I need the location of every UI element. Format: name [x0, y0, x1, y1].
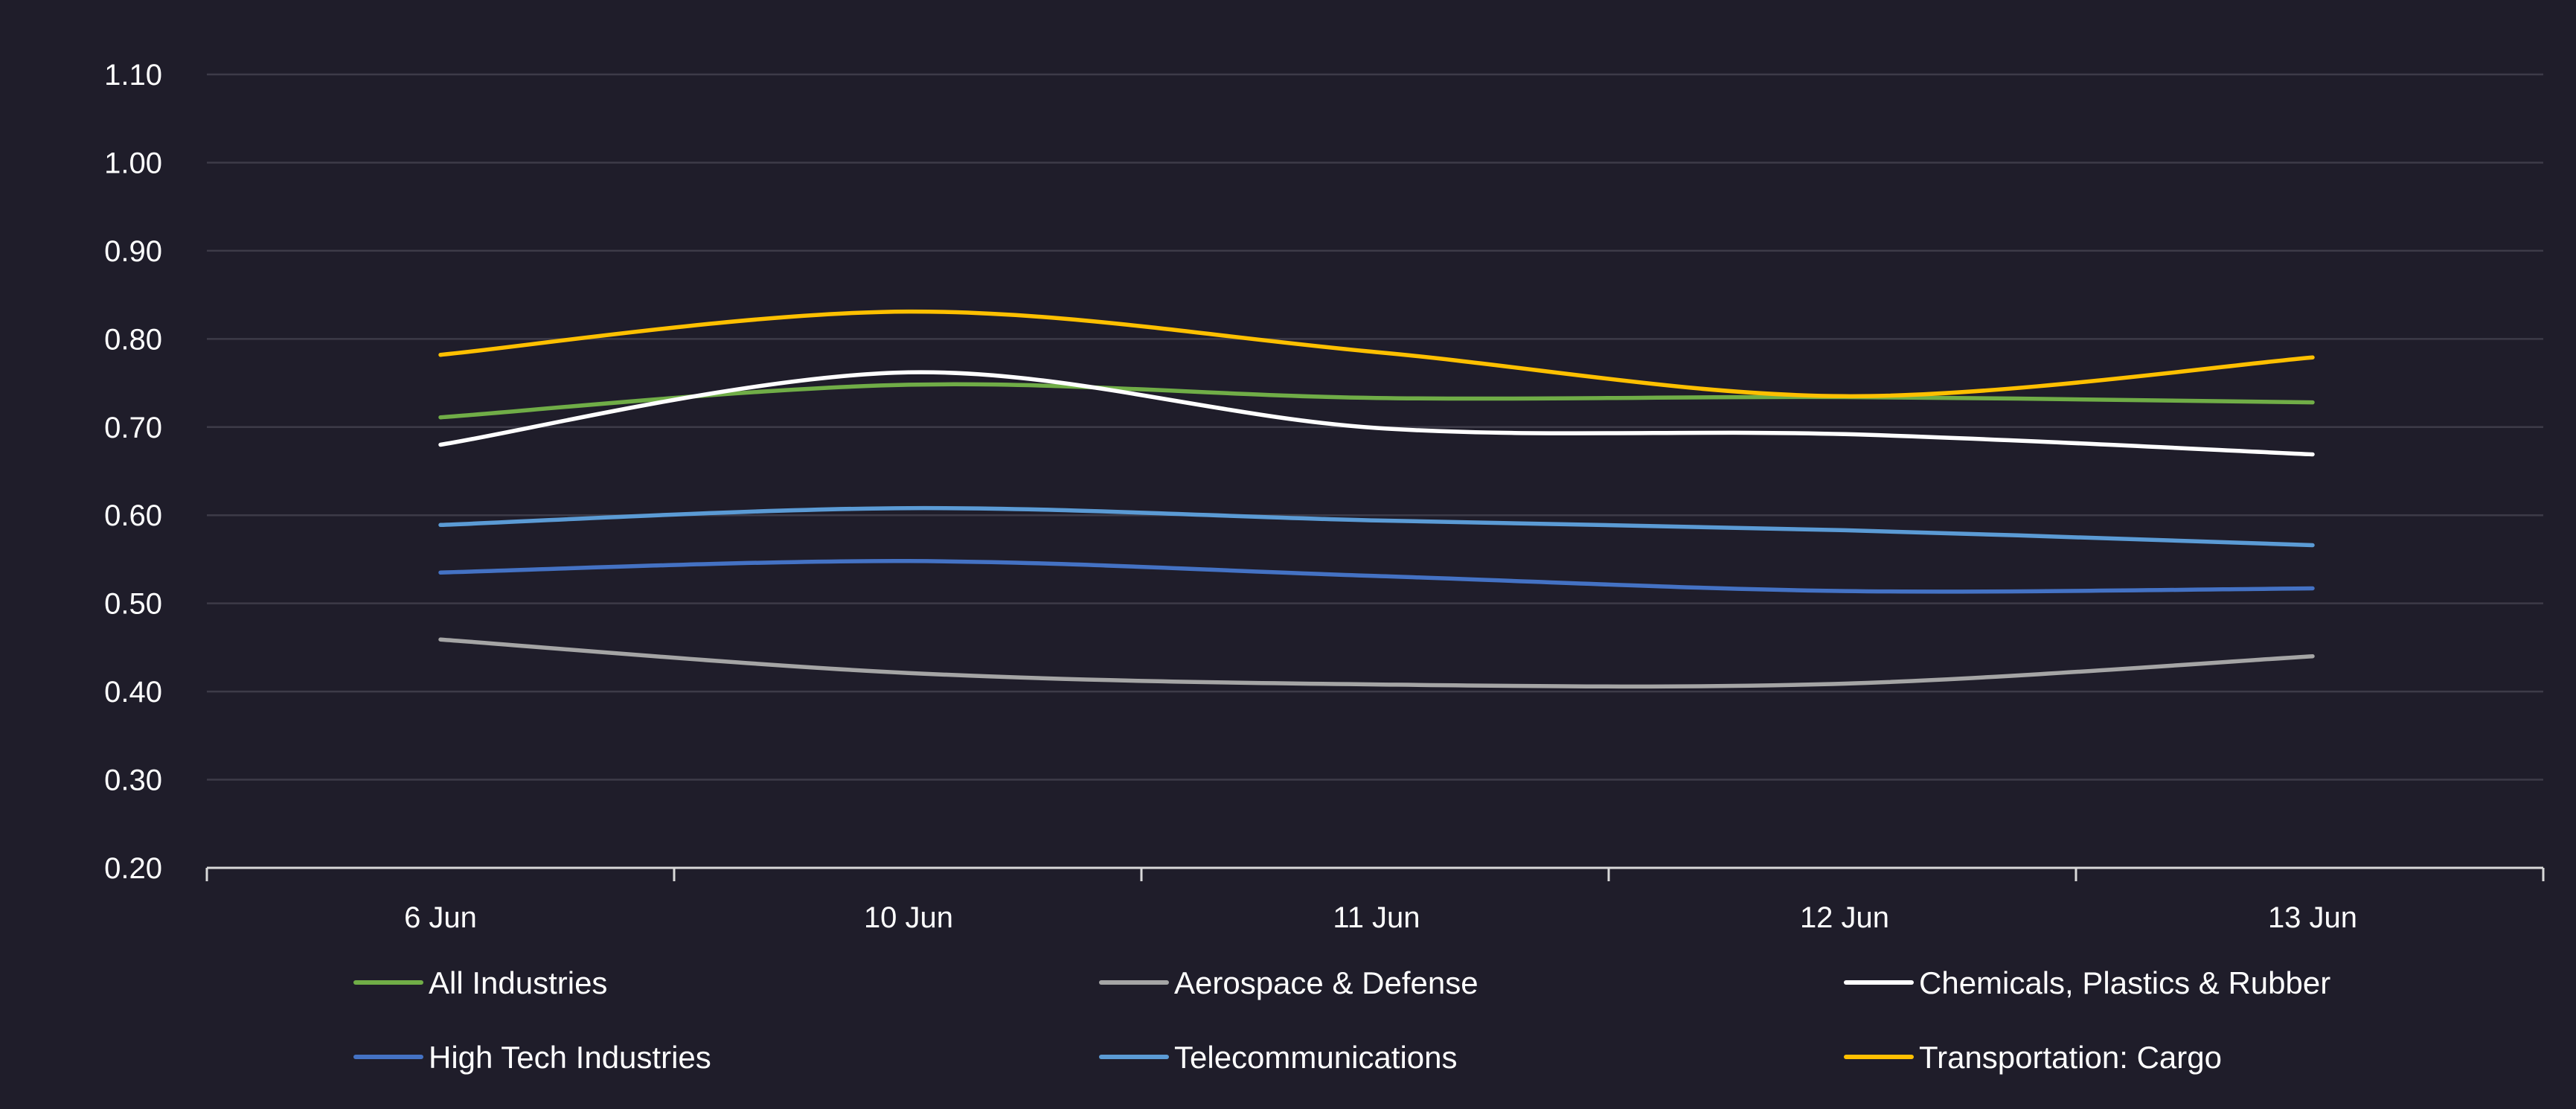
x-tick-label: 6 Jun [404, 901, 477, 934]
legend-label: High Tech Industries [429, 1040, 711, 1075]
x-tick-label: 11 Jun [1333, 901, 1420, 934]
y-tick-label: 0.40 [104, 676, 162, 709]
series-line-high-tech-industries [438, 559, 2315, 594]
series-lines [438, 309, 2315, 689]
legend-label: Aerospace & Defense [1174, 965, 1478, 1000]
legend-item: Aerospace & Defense [1099, 965, 1478, 1000]
legend-item: Chemicals, Plastics & Rubber [1844, 965, 2330, 1000]
legend-label: Transportation: Cargo [1919, 1040, 2222, 1075]
series-line-transportation-cargo [438, 309, 2315, 399]
series-line-aerospace-defense [438, 637, 2315, 689]
x-tick-label: 13 Jun [2268, 901, 2357, 934]
legend-item: High Tech Industries [353, 1040, 711, 1075]
legend-item: All Industries [353, 965, 607, 1000]
y-tick-label: 0.30 [104, 764, 162, 797]
y-tick-label: 1.00 [104, 147, 162, 179]
legend: All Industries Aerospace & Defense Chemica… [353, 965, 2330, 1075]
x-tick-label: 10 Jun [864, 901, 953, 934]
y-tick-label: 0.50 [104, 588, 162, 621]
x-axis: 6 Jun 10 Jun 11 Jun 12 Jun 13 Jun [205, 866, 2545, 934]
y-axis-tick-labels: 0.20 0.30 0.40 0.50 0.60 0.70 0.80 0.90 1.00 1.10 [104, 59, 162, 885]
y-tick-label: 0.90 [104, 235, 162, 268]
y-tick-label: 0.80 [104, 323, 162, 356]
y-tick-label: 0.70 [104, 412, 162, 444]
legend-item: Telecommunications [1099, 1040, 1458, 1075]
series-line-telecommunications [438, 505, 2315, 548]
y-tick-label: 0.60 [104, 499, 162, 532]
legend-label: Telecommunications [1174, 1040, 1458, 1075]
y-tick-label: 1.10 [104, 59, 162, 92]
legend-label: All Industries [429, 965, 607, 1000]
legend-label: Chemicals, Plastics & Rubber [1919, 965, 2330, 1000]
x-tick-label: 12 Jun [1800, 901, 1889, 934]
series-line-all-industries [438, 382, 2315, 420]
y-tick-label: 0.20 [104, 852, 162, 885]
series-line-chemicals-plastics-rubber [438, 370, 2315, 457]
legend-item: Transportation: Cargo [1844, 1040, 2222, 1075]
